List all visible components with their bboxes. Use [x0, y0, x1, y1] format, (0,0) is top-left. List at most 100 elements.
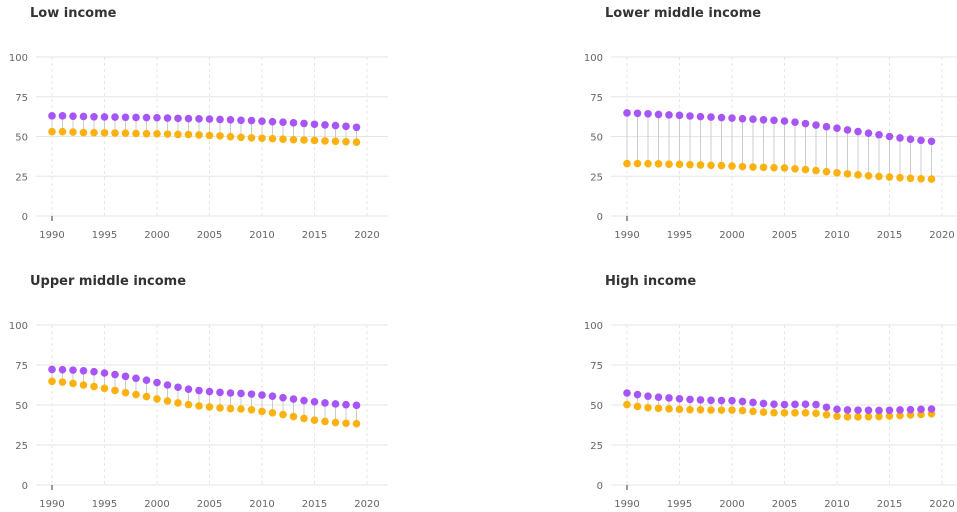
low-income-point-top — [289, 119, 298, 127]
high-income-point-top — [791, 400, 799, 409]
low-income-point-bottom — [100, 129, 109, 137]
low-income-point-bottom — [174, 130, 182, 139]
high-income-point-bottom — [780, 409, 789, 417]
upper-middle-income-point-bottom — [352, 419, 361, 428]
high-income-point-bottom — [770, 408, 778, 417]
upper-middle-income-point-bottom — [58, 378, 67, 386]
low-income-point-top — [331, 121, 340, 130]
low-income-point-top — [132, 113, 140, 122]
lower-middle-income-point-bottom — [654, 160, 663, 168]
low-income-point-top — [79, 112, 88, 121]
low-income-point-top — [184, 114, 193, 123]
low-income-point-bottom — [48, 127, 56, 136]
lower-middle-income-point-bottom — [738, 162, 747, 171]
high-income-point-top — [623, 389, 631, 397]
high-income-point-bottom — [728, 406, 736, 414]
panel-title-upper-middle-income: Upper middle income — [30, 274, 187, 289]
high-income-point-top — [675, 394, 684, 403]
lower-middle-income-point-top — [875, 130, 883, 139]
low-income-point-bottom — [79, 128, 88, 137]
upper-middle-income-point-bottom — [289, 412, 298, 421]
upper-middle-income-point-bottom — [237, 405, 245, 413]
upper-middle-income-point-top — [153, 378, 161, 387]
low-income-point-top — [111, 113, 119, 121]
lower-middle-income-point-top — [780, 117, 789, 125]
high-income-point-bottom — [749, 407, 757, 416]
upper-middle-income-point-top — [69, 366, 77, 374]
lower-middle-income-point-bottom — [728, 162, 736, 170]
low-income-point-top — [237, 116, 245, 125]
upper-middle-income-x-tick-label: 1995 — [92, 499, 117, 510]
high-income-point-bottom — [833, 412, 841, 421]
upper-middle-income-point-bottom — [205, 403, 214, 411]
low-income-point-bottom — [342, 137, 350, 146]
low-income-point-top — [205, 115, 214, 123]
upper-middle-income-point-bottom — [258, 407, 266, 416]
upper-middle-income-point-bottom — [132, 390, 140, 399]
lower-middle-income-point-bottom — [896, 173, 904, 182]
high-income-point-bottom — [791, 409, 799, 417]
high-income-y-tick-label: 100 — [584, 321, 603, 332]
low-income-point-bottom — [321, 137, 329, 145]
high-income-point-top — [644, 392, 652, 401]
low-income-x-tick-label: 1995 — [92, 230, 117, 241]
lower-middle-income-point-top — [843, 126, 852, 134]
low-income-point-bottom — [132, 129, 140, 138]
low-income-y-tick-label: 75 — [15, 93, 28, 104]
low-income-point-top — [174, 114, 182, 123]
high-income-point-top — [812, 400, 820, 409]
upper-middle-income-point-top — [111, 370, 119, 379]
upper-middle-income-point-top — [310, 398, 319, 406]
upper-middle-income-point-top — [121, 372, 130, 381]
lower-middle-income-point-bottom — [633, 159, 642, 168]
upper-middle-income-point-top — [321, 399, 329, 407]
upper-middle-income-point-bottom — [69, 379, 77, 388]
high-income-point-top — [780, 400, 789, 409]
lower-middle-income-x-tick-label: 1995 — [667, 230, 692, 241]
low-income-point-bottom — [69, 128, 77, 136]
high-income-point-top — [801, 400, 810, 409]
low-income-y-tick-label: 0 — [22, 212, 28, 223]
low-income-y-tick-label: 25 — [15, 172, 28, 183]
lower-middle-income-point-bottom — [791, 164, 799, 173]
lower-middle-income-point-top — [696, 112, 705, 121]
low-income-point-bottom — [247, 133, 256, 142]
lower-middle-income-point-bottom — [623, 159, 631, 168]
low-income-point-bottom — [142, 129, 151, 138]
low-income-point-bottom — [111, 129, 119, 137]
upper-middle-income-point-top — [100, 369, 109, 377]
lower-middle-income-point-top — [717, 113, 726, 122]
lower-middle-income-point-bottom — [906, 174, 915, 183]
high-income-point-bottom — [644, 403, 652, 412]
low-income-point-top — [121, 113, 130, 122]
lower-middle-income-point-bottom — [686, 160, 694, 169]
high-income-x-tick-label: 2015 — [877, 499, 902, 510]
upper-middle-income-point-top — [184, 385, 193, 393]
lower-middle-income-x-tick-label: 1990 — [614, 230, 639, 241]
lower-middle-income-point-bottom — [665, 160, 673, 168]
low-income-point-top — [58, 112, 67, 120]
lower-middle-income-point-top — [770, 116, 778, 125]
low-income-point-bottom — [258, 134, 266, 143]
lower-middle-income-point-bottom — [801, 165, 810, 174]
lower-middle-income-point-bottom — [696, 161, 705, 169]
lower-middle-income-point-top — [812, 121, 820, 129]
upper-middle-income-point-top — [205, 387, 214, 396]
lower-middle-income-point-top — [633, 109, 642, 118]
high-income-point-bottom — [896, 411, 904, 420]
high-income-point-top — [633, 390, 642, 399]
low-income-point-bottom — [226, 132, 235, 141]
low-income-x-tick-label: 2015 — [302, 230, 327, 241]
high-income-point-top — [686, 395, 694, 404]
high-income-point-top — [917, 405, 925, 414]
upper-middle-income-point-bottom — [226, 404, 235, 413]
upper-middle-income-x-tick-label: 2015 — [302, 499, 327, 510]
upper-middle-income-point-bottom — [79, 381, 88, 389]
upper-middle-income-x-tick-label: 2005 — [197, 499, 222, 510]
lower-middle-income-point-bottom — [854, 171, 862, 179]
low-income-x-tick-label: 2000 — [144, 230, 169, 241]
low-income-point-top — [69, 112, 77, 120]
high-income-point-top — [738, 397, 747, 406]
upper-middle-income-point-top — [258, 391, 266, 399]
